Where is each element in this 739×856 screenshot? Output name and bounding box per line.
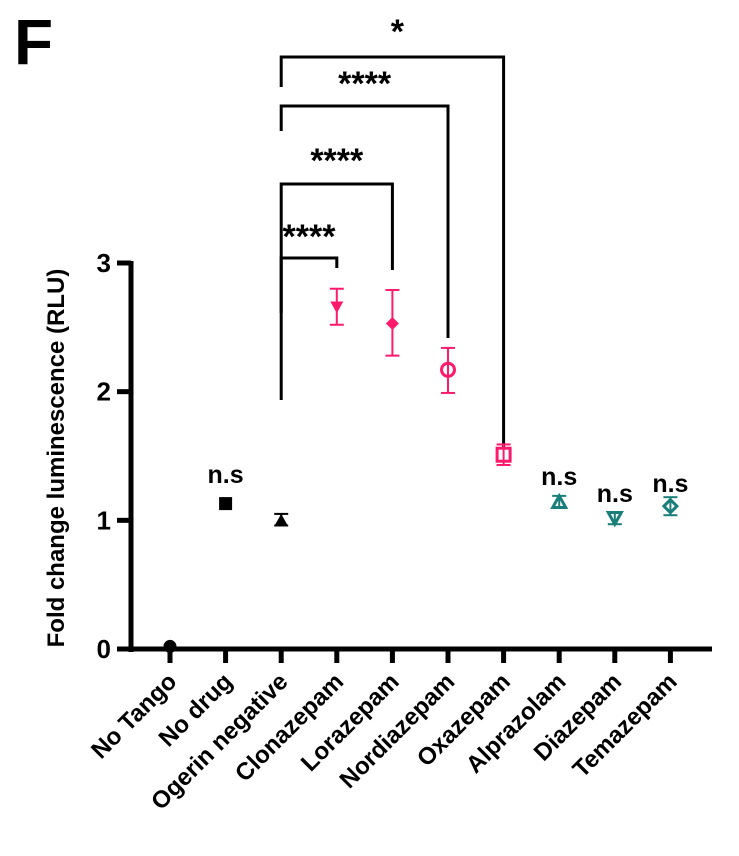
y-tick-label: 3 bbox=[97, 248, 111, 278]
significance-label: * bbox=[391, 13, 405, 51]
data-points bbox=[163, 287, 680, 653]
ns-label: n.s bbox=[652, 470, 688, 498]
x-tick-label: No Tango bbox=[86, 668, 182, 764]
significance-bracket bbox=[279, 182, 394, 313]
significance-label: **** bbox=[338, 65, 392, 103]
significance-bracket bbox=[279, 55, 506, 449]
y-tick-label: 0 bbox=[97, 634, 111, 664]
ns-label: n.s bbox=[208, 461, 244, 489]
data-point bbox=[329, 287, 344, 326]
data-point bbox=[605, 511, 624, 528]
ns-labels: n.s n.s n.s n.s bbox=[208, 461, 689, 508]
significance-label: **** bbox=[283, 218, 337, 256]
ns-label: n.s bbox=[541, 463, 577, 491]
y-axis-label: Fold change luminescence (RLU) bbox=[43, 269, 70, 648]
significance-bracket bbox=[279, 256, 339, 400]
y-ticks: 0 1 2 3 bbox=[97, 248, 131, 664]
data-point bbox=[495, 443, 512, 467]
data-point bbox=[163, 639, 177, 653]
data-point bbox=[550, 492, 569, 510]
marker-square bbox=[219, 497, 233, 511]
y-tick-label: 1 bbox=[97, 505, 111, 535]
data-point bbox=[219, 497, 233, 511]
data-point bbox=[274, 512, 289, 527]
significance-label: **** bbox=[310, 142, 364, 180]
marker-triangle-up bbox=[274, 513, 288, 526]
data-point bbox=[440, 346, 456, 394]
y-tick-label: 2 bbox=[97, 377, 111, 407]
significance-bracket bbox=[279, 104, 450, 338]
significance-brackets: ************* bbox=[279, 13, 506, 449]
ns-label: n.s bbox=[597, 480, 633, 508]
axes bbox=[128, 261, 712, 652]
panel-label: F bbox=[14, 6, 53, 78]
marker-diamond bbox=[385, 316, 399, 330]
marker-triangle-down bbox=[330, 301, 344, 314]
data-point bbox=[385, 289, 400, 357]
marker-circle bbox=[163, 639, 177, 653]
data-point bbox=[661, 496, 680, 517]
